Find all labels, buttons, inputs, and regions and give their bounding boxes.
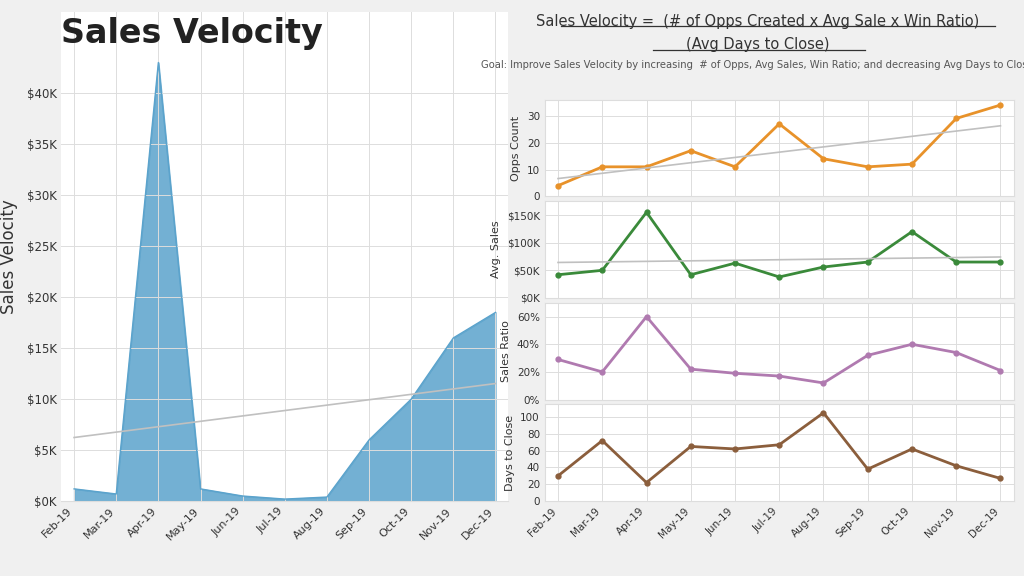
Y-axis label: Avg. Sales: Avg. Sales <box>492 221 501 278</box>
Y-axis label: Sales Ratio: Sales Ratio <box>502 320 511 382</box>
Y-axis label: Days to Close: Days to Close <box>505 415 515 491</box>
Text: Sales Velocity: Sales Velocity <box>61 17 324 50</box>
Text: Sales Velocity =  (# of Opps Created x Avg Sale x Win Ratio): Sales Velocity = (# of Opps Created x Av… <box>537 14 979 29</box>
Y-axis label: Sales Velocity: Sales Velocity <box>0 199 18 314</box>
Text: (Avg Days to Close): (Avg Days to Close) <box>686 37 829 52</box>
Text: Goal: Improve Sales Velocity by increasing  # of Opps, Avg Sales, Win Ratio; and: Goal: Improve Sales Velocity by increasi… <box>481 60 1024 70</box>
Y-axis label: Opps Count: Opps Count <box>511 115 521 181</box>
